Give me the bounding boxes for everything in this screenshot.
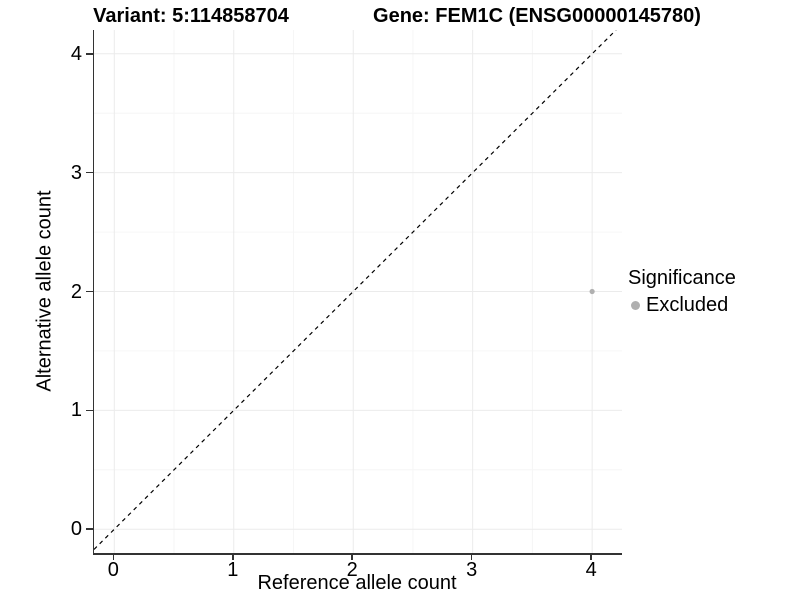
x-tick-mark (351, 554, 353, 560)
identity-reference-line (94, 30, 617, 550)
x-tick-label: 0 (107, 559, 119, 581)
legend-title: Significance (628, 267, 736, 289)
y-tick-mark (86, 53, 93, 55)
x-tick-label: 4 (585, 559, 597, 581)
y-tick-label: 0 (70, 518, 82, 541)
x-tick-label: 1 (227, 559, 239, 581)
legend-item-label: Excluded (646, 294, 729, 316)
data-point (589, 288, 595, 295)
x-tick-label: 2 (346, 559, 358, 581)
plot-title-gene: Gene: FEM1C (ENSG00000145780) (373, 5, 701, 27)
excluded-point-swatch-icon (631, 300, 640, 310)
legend-item-excluded: Excluded (628, 293, 736, 317)
plot-area (94, 30, 622, 553)
y-tick-label: 2 (70, 280, 82, 303)
x-tick-label: 3 (466, 559, 478, 581)
legend: Significance Excluded (628, 266, 736, 317)
x-tick-mark (590, 554, 592, 560)
y-tick-label: 3 (70, 161, 82, 184)
y-tick-mark (86, 528, 93, 530)
x-tick-mark (232, 554, 234, 560)
x-tick-mark (470, 554, 473, 560)
y-tick-mark (86, 171, 93, 174)
x-axis-title: Reference allele count (257, 572, 457, 594)
y-tick-mark (86, 409, 93, 412)
y-tick-mark (86, 290, 93, 293)
plot-title-variant: Variant: 5:114858704 (93, 5, 289, 27)
plot-panel (93, 30, 622, 555)
x-tick-mark (112, 554, 115, 560)
y-tick-label: 4 (70, 42, 82, 65)
y-tick-label: 1 (70, 399, 82, 422)
